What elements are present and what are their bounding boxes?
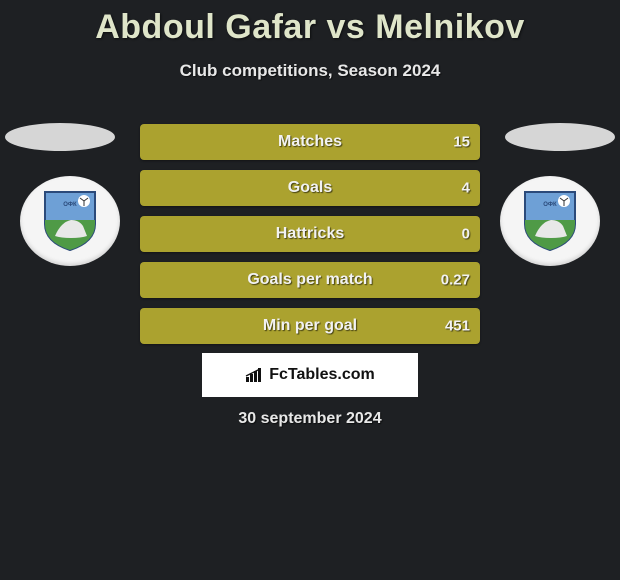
page-title: Abdoul Gafar vs Melnikov — [0, 0, 620, 47]
stat-value-right: 451 — [445, 318, 470, 335]
shield-icon: ОФК — [521, 190, 579, 252]
player-avatar-left — [5, 123, 115, 151]
club-badge-right: ОФК — [500, 176, 600, 266]
svg-text:ОФК: ОФК — [543, 202, 557, 208]
stat-row: Hattricks 0 — [140, 216, 480, 252]
svg-text:ОФК: ОФК — [63, 202, 77, 208]
stat-row: Goals per match 0.27 — [140, 262, 480, 298]
stat-value-right: 15 — [453, 134, 470, 151]
stat-label: Goals — [288, 179, 332, 197]
stat-label: Matches — [278, 133, 342, 151]
stat-label: Hattricks — [276, 225, 344, 243]
stat-row: Min per goal 451 — [140, 308, 480, 344]
stat-value-right: 0.27 — [441, 272, 470, 289]
player-avatar-right — [505, 123, 615, 151]
shield-icon: ОФК — [41, 190, 99, 252]
stat-row: Goals 4 — [140, 170, 480, 206]
subtitle: Club competitions, Season 2024 — [0, 61, 620, 81]
stats-container: Matches 15 Goals 4 Hattricks 0 Goals per match… — [140, 124, 480, 354]
stat-row: Matches 15 — [140, 124, 480, 160]
brand-box[interactable]: FcTables.com — [202, 353, 418, 397]
brand-text: FcTables.com — [269, 366, 375, 384]
bar-chart-icon — [245, 368, 265, 382]
stat-label: Goals per match — [247, 271, 372, 289]
stat-label: Min per goal — [263, 317, 357, 335]
club-badge-left: ОФК — [20, 176, 120, 266]
footer-date: 30 september 2024 — [0, 410, 620, 428]
stat-value-right: 0 — [462, 226, 470, 243]
stat-value-right: 4 — [462, 180, 470, 197]
